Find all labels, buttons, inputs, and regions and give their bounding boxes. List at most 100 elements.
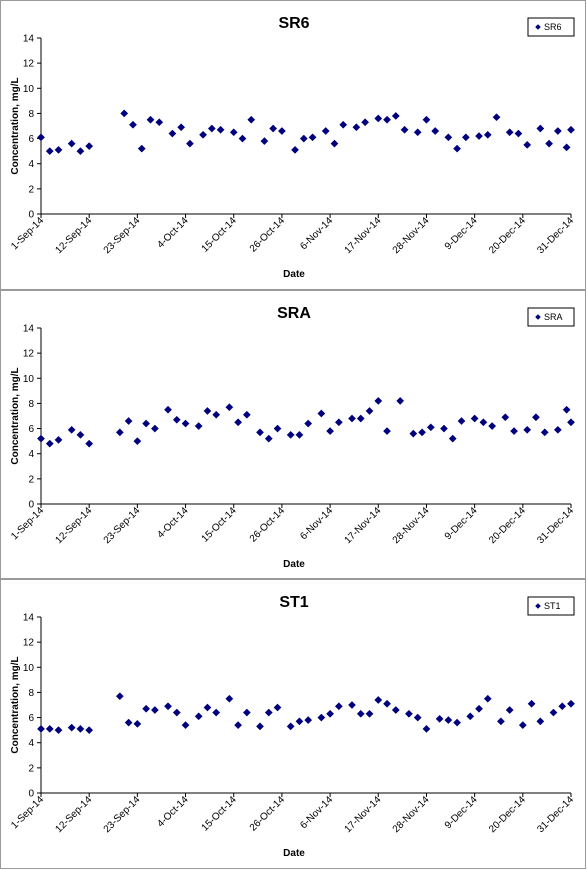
data-point bbox=[396, 396, 405, 405]
data-point bbox=[299, 134, 308, 143]
data-point bbox=[133, 719, 142, 728]
data-point bbox=[374, 696, 383, 704]
data-point bbox=[470, 414, 479, 423]
data-point bbox=[339, 120, 348, 129]
data-point bbox=[155, 118, 164, 127]
data-point bbox=[286, 722, 295, 731]
data-point bbox=[234, 418, 243, 427]
data-point bbox=[461, 133, 470, 142]
x-tick-label: 26-Oct-14 bbox=[248, 505, 288, 545]
data-point bbox=[361, 118, 370, 127]
legend-marker bbox=[535, 314, 541, 320]
data-point bbox=[37, 724, 45, 733]
x-tick-label: 15-Oct-14 bbox=[200, 794, 240, 834]
data-point bbox=[404, 709, 413, 718]
chart-panel-st1: ST1 0 2 4 6 8 10 12 14 1-Sep-14 12-Sep-14 23-Sep-14… bbox=[0, 579, 586, 869]
data-point bbox=[199, 130, 208, 139]
data-point bbox=[164, 405, 172, 414]
y-tick-label: 0 bbox=[28, 210, 34, 221]
data-point bbox=[540, 428, 549, 437]
data-point bbox=[150, 424, 159, 433]
legend-marker bbox=[535, 24, 541, 30]
data-point bbox=[194, 712, 203, 721]
y-tick-label: 12 bbox=[23, 59, 35, 70]
y-tick-label: 0 bbox=[28, 789, 34, 800]
x-tick-label: 23-Sep-14 bbox=[102, 505, 143, 546]
x-tick-label: 23-Sep-14 bbox=[102, 794, 143, 835]
data-point bbox=[383, 699, 391, 708]
data-point bbox=[567, 125, 575, 134]
data-point bbox=[142, 419, 151, 428]
data-point bbox=[514, 129, 523, 138]
x-tick-label: 31-Dec-14 bbox=[535, 505, 576, 546]
chart-panel-sra: SRA 0 2 4 6 8 10 12 14 1-Sep-14 12-Sep-14 23-Sep-14… bbox=[0, 290, 586, 579]
data-point bbox=[45, 147, 54, 156]
data-point bbox=[356, 414, 365, 423]
data-point bbox=[553, 425, 562, 434]
y-tick-label: 10 bbox=[23, 374, 35, 385]
data-point bbox=[558, 702, 567, 711]
data-point bbox=[185, 139, 194, 148]
chart-title: ST1 bbox=[279, 594, 308, 611]
legend-box bbox=[527, 17, 575, 37]
x-tick-label: 15-Oct-14 bbox=[200, 215, 240, 255]
y-tick-label: 8 bbox=[28, 688, 34, 699]
data-point bbox=[444, 716, 453, 725]
x-tick-label: 26-Oct-14 bbox=[248, 215, 288, 255]
y-tick-label: 6 bbox=[28, 713, 34, 724]
y-axis-label: Concentration, mg/L bbox=[10, 367, 21, 464]
data-point bbox=[269, 124, 278, 133]
y-tick-label: 4 bbox=[28, 449, 34, 460]
data-point bbox=[466, 712, 475, 721]
data-point bbox=[453, 144, 462, 153]
data-point bbox=[334, 418, 343, 427]
data-point bbox=[286, 430, 295, 439]
data-point bbox=[348, 414, 356, 423]
data-point bbox=[562, 143, 571, 152]
y-axis-label: Concentration, mg/L bbox=[10, 77, 21, 174]
data-point bbox=[225, 403, 234, 412]
x-tick-label: 26-Oct-14 bbox=[248, 794, 288, 834]
x-tick-label: 28-Nov-14 bbox=[391, 505, 432, 546]
x-tick-label: 20-Dec-14 bbox=[487, 794, 528, 835]
data-point bbox=[181, 419, 190, 428]
chart-svg-sra: SRA 0 2 4 6 8 10 12 14 1-Sep-14 12-Sep-14 23-Sep-14… bbox=[9, 305, 576, 570]
data-point bbox=[177, 123, 186, 132]
data-point bbox=[400, 125, 409, 134]
data-point bbox=[181, 721, 190, 730]
x-tick-label: 20-Dec-14 bbox=[487, 505, 528, 546]
data-point bbox=[85, 439, 94, 448]
x-tick-label: 1-Sep-14 bbox=[9, 505, 46, 542]
data-point bbox=[330, 139, 339, 148]
data-point bbox=[212, 708, 221, 717]
data-point bbox=[475, 132, 483, 141]
data-point bbox=[536, 717, 545, 726]
data-point bbox=[76, 147, 85, 156]
x-tick-label: 1-Sep-14 bbox=[9, 794, 46, 831]
data-point bbox=[115, 692, 124, 701]
data-point bbox=[475, 704, 483, 713]
data-point bbox=[348, 701, 356, 709]
data-point bbox=[567, 699, 575, 708]
y-tick-label: 2 bbox=[28, 184, 34, 195]
y-tick-label: 10 bbox=[23, 84, 35, 95]
x-tick-label: 17-Nov-14 bbox=[343, 505, 384, 546]
x-axis-label: Date bbox=[283, 269, 305, 280]
data-point bbox=[242, 708, 251, 717]
y-tick-label: 10 bbox=[23, 663, 35, 674]
data-point bbox=[264, 434, 273, 443]
data-point bbox=[54, 726, 63, 735]
data-point bbox=[532, 413, 540, 422]
data-point bbox=[124, 417, 133, 425]
data-point bbox=[374, 396, 383, 405]
data-point bbox=[383, 427, 391, 436]
data-point bbox=[168, 129, 177, 138]
data-point bbox=[418, 428, 427, 437]
data-point bbox=[365, 407, 374, 415]
y-tick-label: 4 bbox=[28, 738, 34, 749]
x-tick-label: 17-Nov-14 bbox=[343, 794, 384, 835]
x-tick-label: 6-Nov-14 bbox=[298, 505, 335, 542]
x-tick-label: 12-Sep-14 bbox=[54, 215, 95, 256]
data-point bbox=[203, 407, 212, 415]
data-point bbox=[115, 428, 124, 437]
